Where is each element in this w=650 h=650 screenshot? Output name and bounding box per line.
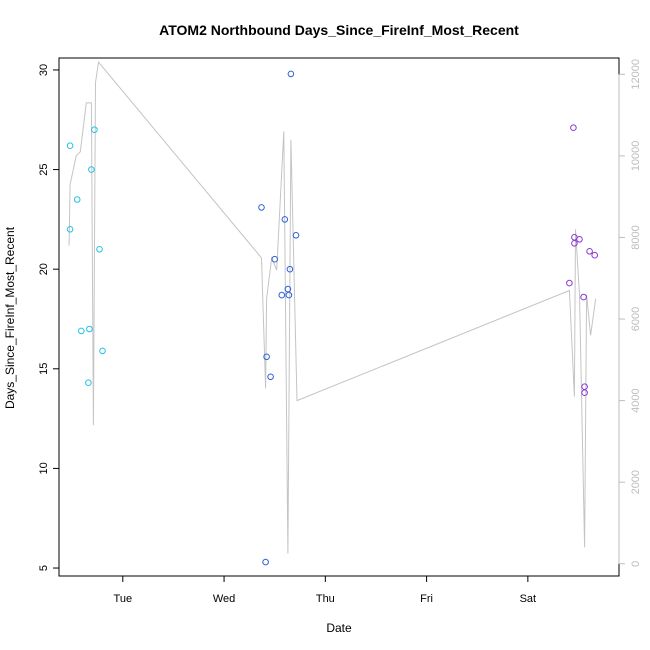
data-point [571, 240, 578, 247]
y-tick-label: 10 [38, 462, 50, 474]
data-point [581, 389, 588, 397]
data-point [267, 373, 274, 381]
data-point [286, 265, 294, 273]
data-point [271, 255, 279, 263]
data-point [91, 126, 98, 133]
data-point [78, 327, 85, 335]
y-tick-label: 30 [38, 64, 50, 76]
data-point [66, 226, 74, 233]
data-point [96, 246, 103, 253]
x-axis-label: Date [326, 621, 352, 635]
data-point [285, 291, 293, 299]
points-group [66, 70, 599, 566]
data-point [580, 293, 587, 301]
line-series-group [68, 60, 597, 554]
data-point [281, 216, 289, 223]
data-point [576, 236, 583, 243]
y2-tick-label: 4000 [630, 388, 642, 412]
data-point [292, 232, 300, 239]
y-axis-label: Days_Since_FireInf_Most_Recent [3, 226, 17, 409]
data-point [278, 291, 286, 299]
data-point [88, 166, 95, 173]
y-tick-label: 20 [38, 263, 50, 275]
data-point [591, 251, 599, 259]
data-point [570, 124, 577, 131]
data-point [258, 204, 265, 211]
data-point [586, 248, 593, 255]
x-tick-label: Tue [114, 593, 133, 605]
y2-tick-label: 8000 [630, 225, 642, 249]
y-tick-label: 25 [38, 163, 50, 175]
data-point [284, 285, 292, 293]
data-point [86, 325, 93, 333]
x-tick-label: Wed [213, 593, 235, 605]
data-point [73, 196, 81, 203]
secondary-y-axis: 0 2000 4000 6000 8000 10000 12000 [618, 59, 642, 567]
x-tick-label: Fri [420, 593, 433, 605]
data-point [263, 353, 270, 361]
data-point [99, 347, 106, 355]
y2-tick-label: 12000 [630, 59, 642, 90]
data-point [566, 279, 573, 287]
x-tick-label: Thu [316, 593, 335, 605]
y-tick-label: 15 [38, 363, 50, 375]
data-point [66, 142, 74, 149]
x-tick-label: Sat [520, 593, 537, 605]
line-series [68, 60, 597, 554]
data-point [262, 558, 269, 566]
data-point [287, 70, 295, 78]
data-point [85, 379, 92, 387]
y2-tick-label: 0 [630, 561, 642, 567]
y-axis: 5 10 15 20 25 30 [38, 64, 59, 571]
y2-tick-label: 6000 [630, 307, 642, 331]
y-tick-label: 5 [38, 565, 50, 571]
chart-title: ATOM2 Northbound Days_Since_FireInf_Most… [159, 22, 519, 38]
x-axis: Tue Wed Thu Fri Sat [114, 576, 537, 605]
y2-tick-label: 2000 [630, 470, 642, 494]
y2-tick-label: 10000 [630, 141, 642, 172]
